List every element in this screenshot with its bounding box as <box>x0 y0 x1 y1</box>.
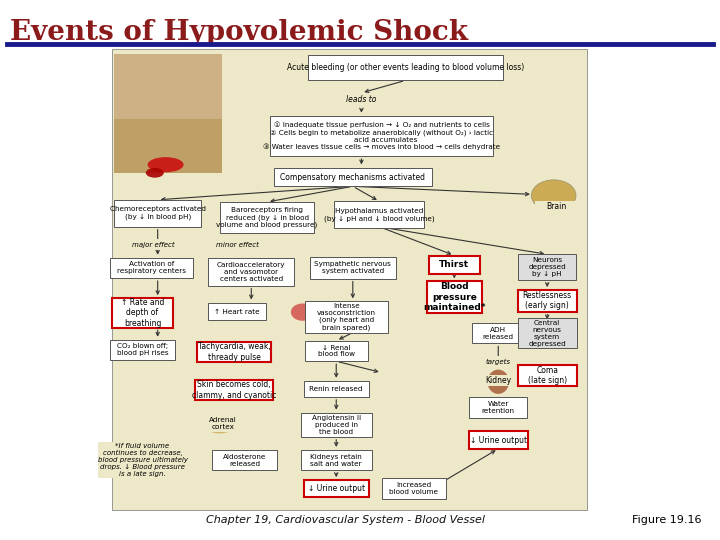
Text: Baroreceptors firing
reduced (by ↓ in blood
volume and blood pressure): Baroreceptors firing reduced (by ↓ in bl… <box>217 207 318 228</box>
Text: ↑ Rate and
depth of
breathing: ↑ Rate and depth of breathing <box>121 298 164 328</box>
FancyBboxPatch shape <box>301 450 372 470</box>
Text: ADH
released: ADH released <box>482 327 514 340</box>
Text: *If fluid volume
continues to decrease,
blood pressure ultimately
drops. ↓ Blood: *If fluid volume continues to decrease, … <box>98 443 187 477</box>
Text: leads to: leads to <box>346 96 377 104</box>
FancyBboxPatch shape <box>469 397 527 418</box>
Text: Intense
vasoconstriction
(only heart and
brain spared): Intense vasoconstriction (only heart and… <box>317 303 376 331</box>
FancyBboxPatch shape <box>198 416 248 432</box>
FancyBboxPatch shape <box>208 302 266 321</box>
Text: Compensatory mechanisms activated: Compensatory mechanisms activated <box>280 173 426 181</box>
Ellipse shape <box>531 180 576 211</box>
FancyBboxPatch shape <box>478 356 518 367</box>
FancyBboxPatch shape <box>535 201 578 212</box>
Text: ↑ Heart rate: ↑ Heart rate <box>214 308 260 315</box>
FancyBboxPatch shape <box>112 49 587 510</box>
Text: CO₂ blown off;
blood pH rises: CO₂ blown off; blood pH rises <box>117 343 168 356</box>
FancyBboxPatch shape <box>112 298 173 327</box>
FancyBboxPatch shape <box>114 200 201 227</box>
FancyBboxPatch shape <box>197 342 271 362</box>
Text: Central
nervous
system
depressed: Central nervous system depressed <box>528 320 566 347</box>
FancyBboxPatch shape <box>270 116 493 157</box>
FancyBboxPatch shape <box>472 323 524 343</box>
Text: Restlessness
(early sign): Restlessness (early sign) <box>523 291 572 310</box>
FancyBboxPatch shape <box>518 254 576 280</box>
FancyBboxPatch shape <box>98 442 187 478</box>
FancyBboxPatch shape <box>215 239 261 250</box>
Text: minor effect: minor effect <box>216 241 259 248</box>
FancyBboxPatch shape <box>304 381 369 397</box>
Text: Renin released: Renin released <box>310 386 363 392</box>
FancyBboxPatch shape <box>308 55 503 80</box>
Text: Hypothalamus activated
(by ↓ pH and ↓ blood volume): Hypothalamus activated (by ↓ pH and ↓ bl… <box>324 208 435 222</box>
Ellipse shape <box>291 303 314 321</box>
FancyBboxPatch shape <box>301 413 372 437</box>
Text: Sympathetic nervous
system activated: Sympathetic nervous system activated <box>315 261 391 274</box>
Text: Blood
pressure
maintained*: Blood pressure maintained* <box>423 282 485 312</box>
Text: Increased
blood volume: Increased blood volume <box>390 482 438 495</box>
FancyBboxPatch shape <box>130 239 177 250</box>
FancyBboxPatch shape <box>429 255 480 273</box>
FancyBboxPatch shape <box>427 281 482 313</box>
Text: Figure 19.16: Figure 19.16 <box>632 515 702 525</box>
Text: Chapter 19, Cardiovascular System - Blood Vessel: Chapter 19, Cardiovascular System - Bloo… <box>206 515 485 525</box>
Text: Tachycardia, weak,
thready pulse: Tachycardia, weak, thready pulse <box>197 342 271 362</box>
FancyBboxPatch shape <box>208 258 294 286</box>
FancyBboxPatch shape <box>109 258 193 278</box>
Text: Angiotensin II
produced in
the blood: Angiotensin II produced in the blood <box>312 415 361 435</box>
Text: Water
retention: Water retention <box>482 401 515 414</box>
FancyBboxPatch shape <box>305 301 387 333</box>
FancyBboxPatch shape <box>334 201 425 228</box>
Text: Coma
(late sign): Coma (late sign) <box>528 366 567 385</box>
Text: Neurons
depressed
by ↓ pH: Neurons depressed by ↓ pH <box>528 257 566 278</box>
FancyBboxPatch shape <box>305 341 368 361</box>
Text: Activation of
respiratory centers: Activation of respiratory centers <box>117 261 186 274</box>
Text: ↓ Urine output: ↓ Urine output <box>307 484 365 493</box>
FancyBboxPatch shape <box>518 319 577 348</box>
FancyBboxPatch shape <box>518 290 577 312</box>
Ellipse shape <box>114 305 142 327</box>
Text: Cardioacceleratory
and vasomotor
centers activated: Cardioacceleratory and vasomotor centers… <box>217 261 286 282</box>
FancyBboxPatch shape <box>212 450 277 470</box>
Text: Brain: Brain <box>546 202 567 211</box>
FancyBboxPatch shape <box>114 119 222 173</box>
FancyBboxPatch shape <box>310 257 396 279</box>
Text: Chemoreceptors activated
(by ↓ in blood pH): Chemoreceptors activated (by ↓ in blood … <box>109 206 206 220</box>
FancyBboxPatch shape <box>336 93 387 106</box>
Text: Events of Hypovolemic Shock: Events of Hypovolemic Shock <box>10 19 468 46</box>
FancyBboxPatch shape <box>110 340 175 360</box>
FancyBboxPatch shape <box>114 54 222 173</box>
FancyBboxPatch shape <box>477 375 520 386</box>
FancyBboxPatch shape <box>304 480 369 497</box>
Text: Kidneys retain
salt and water: Kidneys retain salt and water <box>310 454 362 467</box>
FancyBboxPatch shape <box>518 364 577 386</box>
Text: major effect: major effect <box>132 241 175 248</box>
Text: Thirst: Thirst <box>439 260 469 269</box>
Text: Acute bleeding (or other events leading to blood volume loss): Acute bleeding (or other events leading … <box>287 63 524 72</box>
Text: ↓ Urine output: ↓ Urine output <box>469 436 527 444</box>
FancyBboxPatch shape <box>469 431 528 449</box>
Text: Adrenal
cortex: Adrenal cortex <box>210 417 237 430</box>
FancyBboxPatch shape <box>382 478 446 499</box>
Text: Skin becomes cold,
clammy, and cyanotic: Skin becomes cold, clammy, and cyanotic <box>192 380 276 400</box>
FancyBboxPatch shape <box>195 380 273 400</box>
Text: Aldosterone
released: Aldosterone released <box>223 454 266 467</box>
Text: targets: targets <box>486 359 510 365</box>
FancyBboxPatch shape <box>220 202 314 233</box>
Ellipse shape <box>487 369 509 394</box>
Ellipse shape <box>205 420 234 433</box>
Text: ① Inadequate tissue perfusion → ↓ O₂ and nutrients to cells
② Cells begin to met: ① Inadequate tissue perfusion → ↓ O₂ and… <box>263 122 500 151</box>
Ellipse shape <box>145 168 164 178</box>
Ellipse shape <box>148 157 184 172</box>
Text: ↓ Renal
blood flow: ↓ Renal blood flow <box>318 345 355 357</box>
Text: Kidney: Kidney <box>485 376 511 385</box>
FancyBboxPatch shape <box>274 168 432 186</box>
